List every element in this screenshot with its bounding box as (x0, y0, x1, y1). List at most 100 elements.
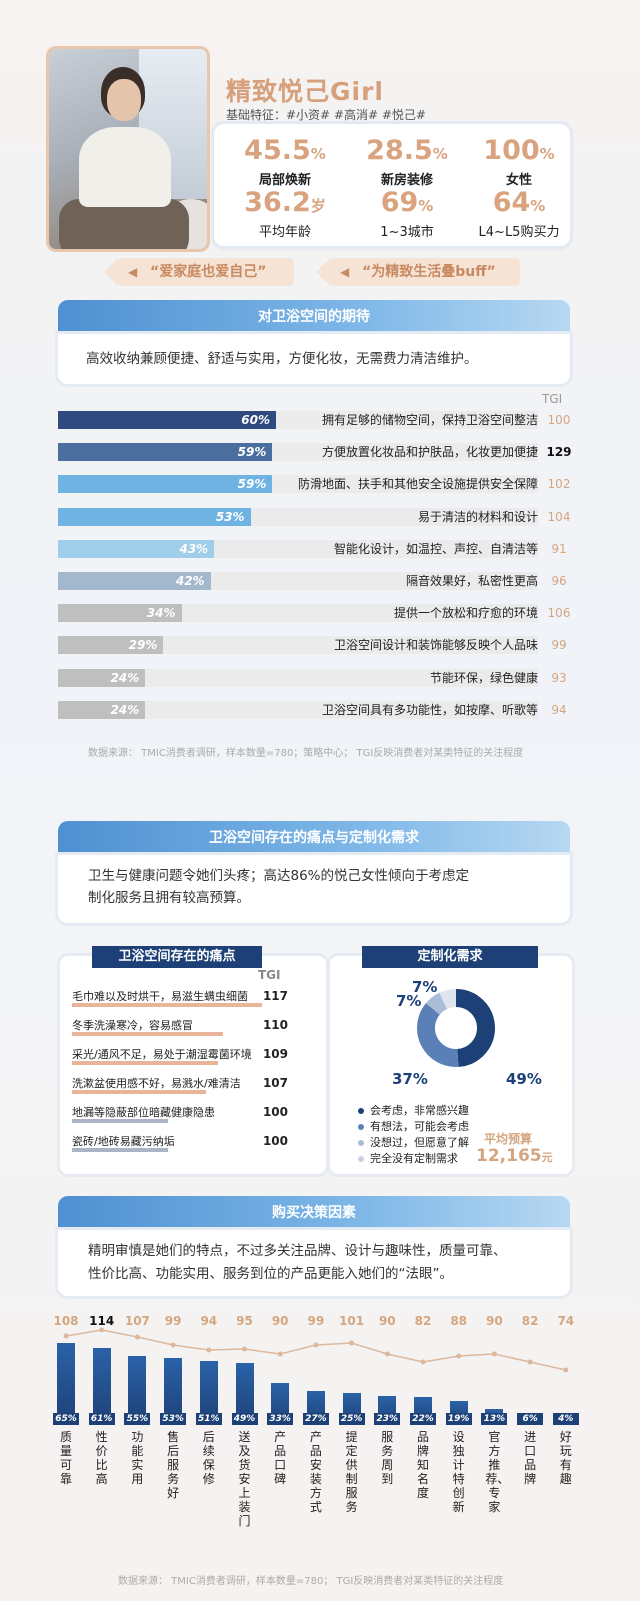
decision-tgi-value: 94 (200, 1314, 218, 1328)
stat-label: 局部焕新 (258, 173, 311, 188)
profile-stat: 64% L4~L5购买力 (464, 188, 574, 241)
donut-slice (425, 992, 448, 1015)
decision-tgi-value: 99 (164, 1314, 182, 1328)
stat-unit: % (539, 145, 555, 163)
decision-tgi-value: 101 (339, 1314, 365, 1328)
decision-tgi-value: 90 (486, 1314, 503, 1328)
bar-tgi-value: 99 (551, 638, 567, 653)
decision-bar-percent: 33% (267, 1413, 294, 1425)
stat-number: 28.5 (366, 135, 433, 166)
decision-bar-percent: 6% (517, 1413, 544, 1425)
bar-category-label: 卫浴空间具有多功能性，如按摩、听歌等 (317, 700, 538, 719)
expectation-bar-row: 24% 卫浴空间具有多功能性，如按摩、听歌等 94 (58, 700, 570, 719)
section-pain-summary: 卫生与健康问题令她们头疼；高达86%的悦己女性倾向于考虑定 制化服务且拥有较高预… (58, 855, 570, 923)
decision-category-label: 产品口碑 (274, 1430, 287, 1486)
tgi-point (563, 1367, 569, 1373)
pain-tgi-bar (72, 1148, 168, 1152)
decision-category-label: 售后服务好 (167, 1430, 180, 1500)
tgi-point (491, 1351, 497, 1357)
decision-tgi-value: 74 (557, 1314, 575, 1328)
profile-stat: 69% 1~3城市 (352, 188, 462, 241)
expectation-bar (58, 604, 182, 623)
bar-percent-label: 59% (237, 445, 267, 460)
bar-tgi-value: 93 (551, 670, 567, 685)
pain-label: 瓷砖/地砖易藏污纳垢 (72, 1135, 175, 1148)
profile-title: 精致悦己Girl (226, 77, 384, 106)
pain-tgi-value: 110 (262, 1018, 288, 1032)
pain-summary-line1: 卫生与健康问题令她们头疼；高达86%的悦己女性倾向于考虑定 (88, 868, 470, 884)
bar-tgi-value: 104 (547, 509, 571, 524)
legend-dot-icon (358, 1124, 364, 1130)
decision-bar-percent: 49% (231, 1413, 258, 1425)
decision-bar-percent: 4% (552, 1413, 579, 1425)
decision-bar-percent: 53% (160, 1413, 187, 1425)
expectation-bar-row: 53% 易于清洁的材料和设计 104 (58, 507, 570, 526)
stat-unit: % (418, 197, 434, 215)
bar-category-label: 防滑地面、扶手和其他安全设施提供安全保障 (293, 475, 538, 494)
pain-label: 冬季洗澡寒冷，容易感冒 (72, 1019, 193, 1032)
pain-tgi-value: 117 (262, 989, 288, 1003)
decision-bar-percent: 51% (195, 1413, 222, 1425)
section-expectations-summary: 高效收纳兼顾便捷、舒适与实用，方便化妆，无需费力清洁维护。 (58, 334, 570, 384)
decision-category-label: 服务周到 (381, 1430, 394, 1486)
stat-value: 64% (464, 188, 574, 221)
budget-label: 平均预算 (484, 1132, 533, 1146)
decision-bar (199, 1360, 218, 1425)
pain-label: 洗漱盆使用感不好，易溅水/难清洁 (72, 1077, 241, 1090)
decision-category-label: 送及货安上装门 (238, 1430, 251, 1528)
stat-unit: % (310, 145, 326, 163)
tgi-point (456, 1353, 462, 1359)
expectation-bar-row: 29% 卫浴空间设计和装饰能够反映个人品味 99 (58, 636, 570, 655)
decision-tgi-value: 99 (307, 1314, 325, 1328)
bar-category-label: 隔音效果好，私密性更高 (401, 572, 538, 590)
source-note-2: 数据来源： TMIC消费者调研，样本数量=780； TGI反映消费者对某类特征的… (118, 1576, 504, 1587)
decision-category-label: 设独计特创新 (452, 1430, 465, 1514)
tgi-point (277, 1351, 283, 1357)
expectation-bar-row: 43% 智能化设计，如温控、声控、自清洁等 91 (58, 539, 570, 558)
pain-tgi-bar (72, 1003, 262, 1007)
bar-percent-label: 43% (179, 541, 209, 556)
pain-item: 冬季洗澡寒冷，容易感冒 110 (72, 1017, 288, 1043)
legend-label: 有想法，可能会考虑 (370, 1120, 469, 1133)
decision-category-label: 好玩有趣 (559, 1430, 572, 1486)
pain-tgi-value: 100 (262, 1105, 288, 1119)
section-decision-header: 购买决策因素 (58, 1196, 570, 1230)
pain-item: 地漏等隐蔽部位暗藏健康隐患 100 (72, 1104, 288, 1130)
decision-category-label: 质量可靠 (59, 1430, 72, 1486)
expectation-bar-row: 42% 隔音效果好，私密性更高 96 (58, 572, 570, 590)
pain-item: 瓷砖/地砖易藏污纳垢 100 (72, 1133, 288, 1159)
tgi-point (349, 1340, 355, 1346)
expectation-bar (58, 668, 146, 687)
decision-tgi-value: 90 (271, 1314, 289, 1328)
bar-percent-label: 24% (110, 702, 140, 717)
tgi-point (63, 1333, 69, 1339)
decision-tgi-value: 95 (236, 1314, 253, 1328)
profile-stat: 100% 女性 (464, 136, 574, 189)
legend-label: 完全没有定制需求 (370, 1152, 458, 1165)
decision-bar-percent: 65% (53, 1413, 79, 1425)
stat-value: 100% (464, 136, 574, 169)
decision-tgi-value: 82 (521, 1314, 539, 1328)
bar-tgi-value: 96 (551, 574, 567, 588)
decision-bar-percent: 19% (445, 1413, 472, 1425)
profile-stat: 28.5% 新房装修 (352, 135, 462, 189)
bar-category-label: 方便放置化妆品和护肤品，化妆更加便捷 (317, 443, 538, 462)
bar-tgi-value: 129 (546, 445, 572, 460)
tgi-point (313, 1342, 319, 1348)
bar-percent-label: 29% (128, 638, 158, 653)
decision-category-label: 品牌知名度 (416, 1430, 429, 1500)
decision-bar-percent: 13% (481, 1413, 508, 1425)
decision-tgi-value: 107 (124, 1314, 150, 1328)
donut-value-label: 49% (506, 1070, 542, 1088)
quote-1: ◀ “爱家庭也爱自己” (104, 258, 294, 286)
donut-value-label: 7% (396, 992, 421, 1010)
expectation-bar (58, 636, 164, 655)
decision-category-label: 后续保修 (202, 1430, 215, 1486)
decision-tgi-value: 90 (378, 1314, 396, 1328)
custom-donut-chart: 49% 37% 7%7% (392, 978, 542, 1088)
tgi-point (242, 1346, 247, 1352)
pain-label: 地漏等隐蔽部位暗藏健康隐患 (72, 1106, 215, 1119)
decision-tgi-value: 108 (53, 1314, 79, 1328)
stat-label: L4~L5购买力 (478, 225, 560, 240)
pain-tgi-value: 100 (262, 1134, 288, 1148)
